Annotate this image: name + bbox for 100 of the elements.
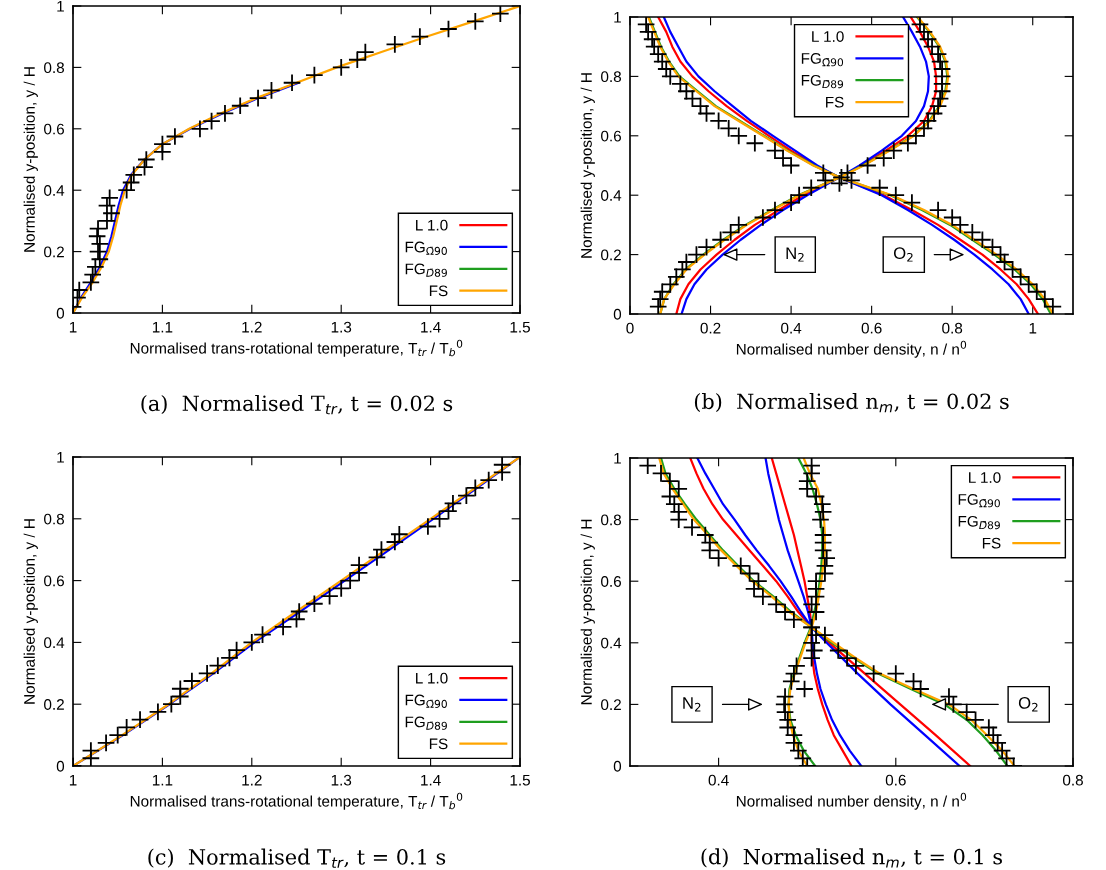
text: (d) Normalised n$_{m}$, t = 0.1 s [701, 848, 1002, 868]
point [289, 602, 309, 621]
point [305, 594, 324, 614]
point [466, 12, 485, 31]
y-tick-label: 0.8 [44, 62, 64, 74]
point [439, 19, 458, 39]
x-axis-title: Normalised number density, n / n$^{0}$ [736, 340, 967, 358]
legend-label: FS [982, 537, 1001, 549]
x-tick-label: 1.5 [510, 774, 530, 786]
legend-label: FG$_{D̄89}$ [405, 716, 447, 730]
y-tick-label: 0.4 [601, 190, 622, 201]
y-tick-label: 1 [614, 453, 621, 464]
text: (c) Normalised T$_{tr}$, t = 0.1 s [148, 848, 446, 868]
x-tick-label: 0.8 [942, 322, 963, 334]
annotation: O$_{2}$ [1018, 697, 1038, 712]
point [262, 81, 281, 100]
point [479, 470, 498, 490]
legend-label: L 1.0 [416, 672, 448, 684]
x-tick-label: 1 [1029, 322, 1037, 334]
point [86, 257, 105, 277]
legend-label: FS [429, 738, 448, 750]
x-tick-label: 1.3 [331, 321, 352, 333]
x-tick-label: 1.1 [152, 321, 173, 333]
legend-label: L 1.0 [969, 472, 1001, 483]
x-tick-label: 1.2 [242, 321, 262, 333]
y-tick-label: 0.6 [44, 123, 64, 135]
point [385, 532, 405, 552]
y-axis-title: Normalised y-position, y / H [580, 73, 595, 258]
x-tick-label: 1.2 [242, 774, 262, 786]
x-tick-label: 0 [626, 322, 634, 334]
point [331, 58, 351, 77]
x-tick-label: 0.8 [1062, 774, 1083, 786]
x-tick-label: 1 [69, 321, 77, 333]
y-tick-label: 0.2 [44, 699, 64, 710]
point [230, 96, 250, 116]
y-tick-label: 0.6 [44, 575, 64, 587]
point [248, 88, 268, 108]
point [287, 609, 306, 629]
legend-label: FG$_{Ω̄90}$ [405, 694, 447, 708]
legend-label: FG$_{Ω̄90}$ [801, 53, 844, 67]
y-tick-label: 0.8 [601, 71, 621, 83]
point [367, 548, 387, 567]
point [100, 188, 119, 208]
point [137, 150, 156, 169]
x-axis-title: Normalised number density, n / n$^{0}$ [736, 792, 967, 810]
point [90, 234, 110, 254]
legend-label: FG$_{D̄89}$ [958, 515, 1000, 530]
point [153, 134, 172, 154]
y-tick-label: 0.2 [44, 246, 64, 258]
legend-label: FG$_{Ω̄90}$ [405, 241, 447, 255]
point [215, 104, 235, 123]
y-tick-label: 0.2 [601, 249, 621, 261]
y-tick-label: 0.4 [44, 637, 65, 649]
point [491, 6, 510, 23]
y-tick-label: 1 [57, 452, 64, 463]
annotation: N$_{2}$ [786, 247, 804, 262]
x-tick-label: 1.5 [510, 321, 530, 333]
legend-label: L 1.0 [416, 219, 448, 231]
text: (a) Normalised T$_{tr}$, t = 0.02 s [141, 395, 453, 415]
y-tick-label: 0 [56, 760, 65, 772]
y-tick-label: 0.8 [44, 513, 64, 525]
legend-label: FG$_{D̄89}$ [405, 263, 447, 277]
point [165, 127, 185, 146]
line-series [73, 6, 520, 313]
y-tick-label: 0.6 [601, 576, 621, 587]
x-tick-label: 0.6 [885, 774, 906, 786]
point [90, 250, 110, 269]
x-axis-title: Normalised trans-rotational temperature, T$_{tr}$ / T$_{b}$$^{0}$ [130, 792, 463, 810]
legend-label: L 1.0 [812, 31, 844, 42]
y-tick-label: 0 [613, 760, 622, 772]
y-tick-label: 0 [56, 307, 65, 319]
x-tick-label: 1.4 [421, 774, 441, 786]
x-tick-label: 1.1 [152, 774, 173, 786]
y-axis-title: Normalised y-position, y / H [23, 519, 38, 704]
legend-label: FG$_{Ω̄90}$ [958, 494, 1000, 508]
x-tick-label: 0.2 [700, 322, 721, 334]
point [81, 741, 101, 760]
point [349, 555, 369, 575]
point [121, 173, 141, 192]
x-tick-label: 1 [69, 774, 77, 786]
y-tick-label: 0 [613, 308, 622, 320]
point [117, 180, 136, 200]
point [385, 35, 405, 54]
point [148, 702, 168, 722]
y-tick-label: 0.4 [44, 185, 65, 196]
legend-label: FG$_{D̄89}$ [801, 74, 844, 89]
text: (b) Normalised n$_{m}$, t = 0.02 s [694, 393, 1009, 413]
point [88, 242, 108, 261]
y-tick-label: 0.4 [601, 637, 622, 649]
x-tick-label: 1.4 [421, 321, 441, 333]
point [305, 65, 324, 85]
legend-label: FS [429, 285, 448, 297]
point [97, 196, 117, 215]
y-tick-label: 1 [57, 1, 64, 12]
point [102, 203, 121, 223]
line-series [73, 457, 520, 766]
point [87, 227, 107, 246]
legend-label: FS [826, 96, 844, 108]
x-tick-label: 0.6 [861, 322, 882, 334]
point [83, 265, 102, 284]
